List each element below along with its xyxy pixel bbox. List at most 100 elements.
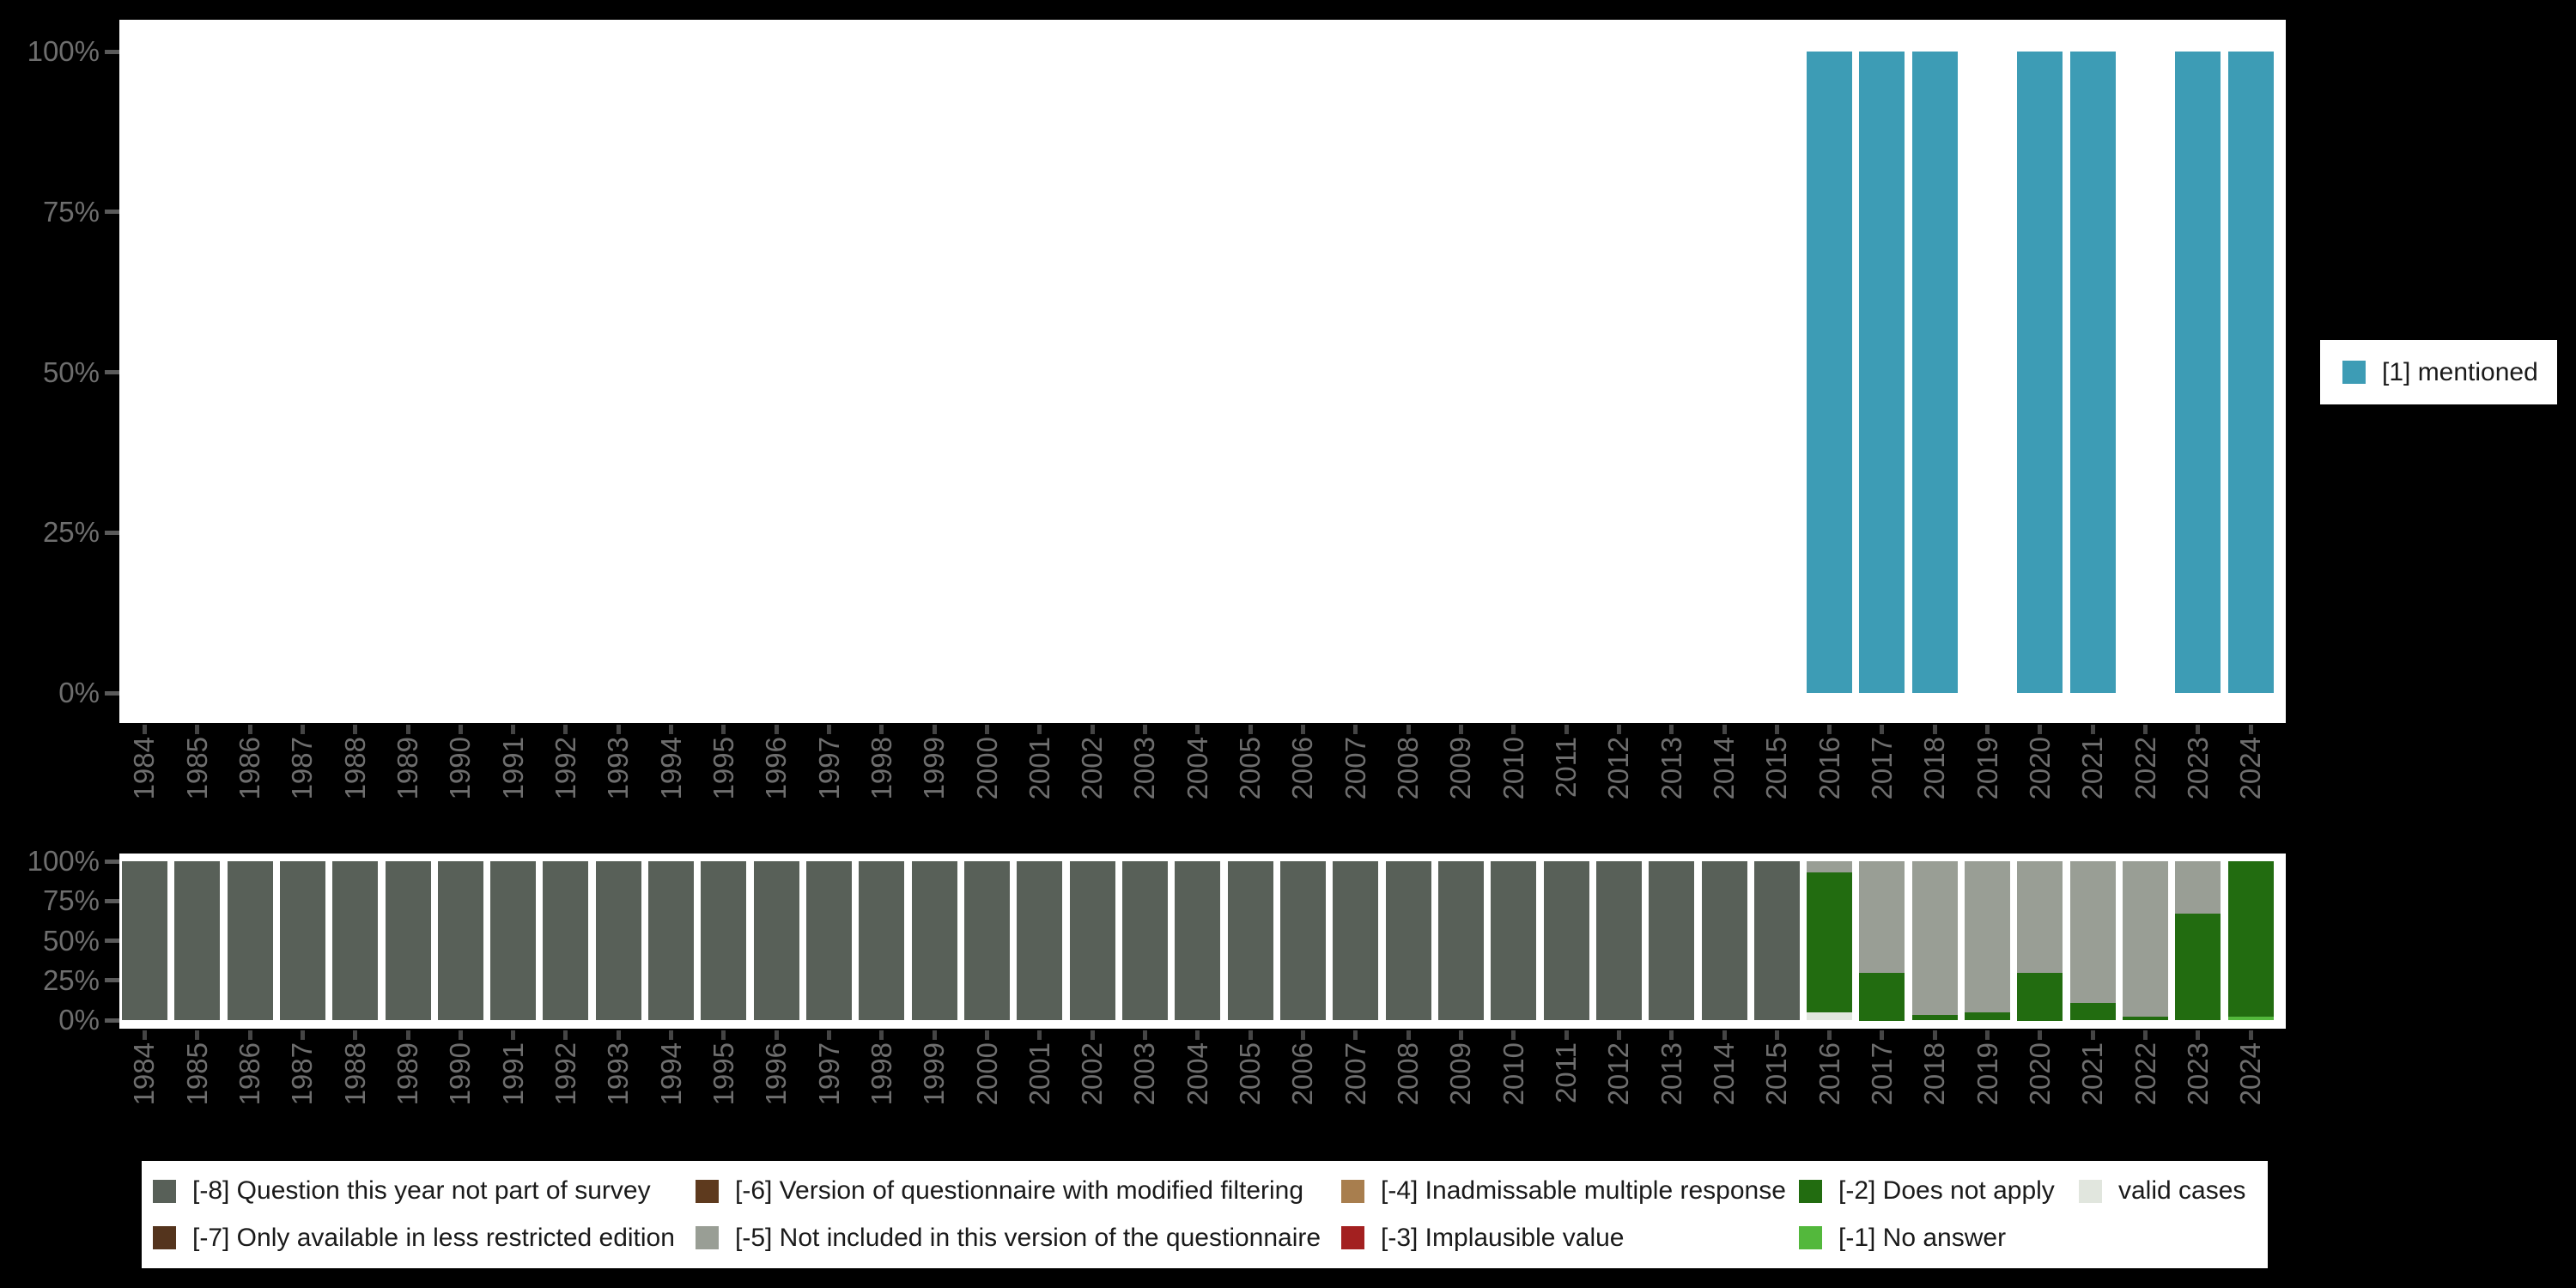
segment--5-2021	[2070, 861, 2116, 1003]
segment--8-2012	[1596, 861, 1642, 1020]
x-axis-label-2016: 2016	[1813, 737, 1845, 800]
legend-label--1: [-1] No answer	[1838, 1223, 2007, 1252]
x-axis-label-2012: 2012	[1602, 737, 1635, 800]
y-axis-label: 75%	[42, 195, 100, 228]
segment--8-1989	[386, 861, 431, 1020]
y-axis-tick	[105, 1018, 119, 1023]
x-axis-label-1985: 1985	[180, 737, 213, 800]
x-axis-label-2000: 2000	[970, 737, 1003, 800]
x-axis-label-2002: 2002	[1076, 737, 1109, 800]
y-axis-tick	[105, 49, 119, 54]
bar-mentioned-2020	[2017, 52, 2063, 693]
x-axis-label-1995: 1995	[707, 1042, 739, 1106]
legend-item--1: [-1] No answer	[1799, 1224, 2079, 1253]
x-axis-tick	[1248, 1030, 1253, 1040]
x-axis-label-2011: 2011	[1550, 737, 1583, 798]
legend-swatch-mentioned	[2342, 361, 2366, 384]
x-axis-tick	[774, 725, 779, 734]
x-axis-tick	[142, 1030, 147, 1040]
segment--8-1992	[543, 861, 588, 1020]
legend-swatch--7	[153, 1226, 176, 1250]
x-axis-label-1989: 1989	[392, 1042, 423, 1106]
x-axis-tick	[1248, 725, 1253, 734]
legend-swatch--1	[1799, 1226, 1822, 1250]
segment--8-2015	[1754, 861, 1800, 1020]
x-axis-tick	[879, 725, 884, 734]
x-axis-tick	[247, 725, 252, 734]
legend-swatch--2	[1799, 1179, 1822, 1203]
y-axis-label: 50%	[42, 924, 100, 957]
segment--2-2024	[2228, 861, 2274, 1017]
legend-label--6: [-6] Version of questionnaire with modif…	[735, 1176, 1304, 1206]
x-axis-tick	[1880, 725, 1885, 734]
x-axis-tick	[1722, 1030, 1727, 1040]
legend-item--2: [-2] Does not apply	[1799, 1176, 2079, 1206]
segment-valid-2016	[1807, 1012, 1852, 1020]
x-axis-tick	[985, 725, 990, 734]
x-axis-label-2010: 2010	[1497, 737, 1529, 800]
bar-mentioned-2023	[2175, 52, 2221, 693]
x-axis-tick	[1722, 725, 1727, 734]
x-axis-label-2008: 2008	[1392, 737, 1425, 800]
x-axis-label-2017: 2017	[1865, 737, 1898, 800]
x-axis-label-2019: 2019	[1971, 1042, 2003, 1106]
x-axis-label-1997: 1997	[812, 1042, 845, 1106]
segment--2-2016	[1807, 872, 1852, 1012]
x-axis-label-2005: 2005	[1234, 1042, 1267, 1106]
x-axis-label-1993: 1993	[602, 737, 635, 800]
y-axis-label: 25%	[42, 963, 100, 996]
x-axis-tick	[721, 725, 726, 734]
x-axis-label-1994: 1994	[654, 1042, 687, 1106]
segment--5-2018	[1912, 861, 1958, 1015]
x-axis-tick	[932, 725, 937, 734]
x-axis-tick	[1827, 1030, 1832, 1040]
segment--8-1987	[280, 861, 325, 1020]
x-axis-tick	[1669, 725, 1674, 734]
segment--8-1991	[490, 861, 536, 1020]
segment--8-2007	[1333, 861, 1378, 1020]
x-axis-label-2013: 2013	[1655, 737, 1687, 800]
y-axis-label: 75%	[42, 884, 100, 917]
legend-label--7: [-7] Only available in less restricted e…	[192, 1223, 675, 1252]
segment--2-2019	[1965, 1012, 2010, 1020]
x-axis-tick	[721, 1030, 726, 1040]
x-axis-tick	[2196, 725, 2201, 734]
x-axis-label-1988: 1988	[338, 737, 371, 800]
x-axis-tick	[1090, 725, 1095, 734]
segment--2-2022	[2123, 1017, 2168, 1020]
x-axis-tick	[1932, 725, 1937, 734]
x-axis-tick	[1827, 725, 1832, 734]
x-axis-tick	[2143, 725, 2148, 734]
x-axis-label-1993: 1993	[602, 1042, 635, 1106]
top-chart-panel	[119, 20, 2286, 723]
segment--8-1988	[332, 861, 378, 1020]
x-axis-tick	[1037, 1030, 1042, 1040]
legend-item-valid: valid cases	[2079, 1176, 2268, 1206]
y-axis-label: 0%	[58, 1004, 100, 1036]
x-axis-tick	[1353, 1030, 1358, 1040]
x-axis-label-2012: 2012	[1602, 1042, 1635, 1106]
segment--8-2008	[1386, 861, 1431, 1020]
legend-label--3: [-3] Implausible value	[1381, 1223, 1625, 1252]
y-axis-label: 25%	[42, 516, 100, 549]
x-axis-tick	[827, 725, 832, 734]
x-axis-label-2019: 2019	[1971, 737, 2003, 800]
x-axis-tick	[1090, 1030, 1095, 1040]
legend-swatch-valid	[2079, 1179, 2102, 1203]
legend-item-mentioned: [1] mentioned	[2342, 358, 2538, 387]
bar-mentioned-2018	[1912, 52, 1958, 693]
x-axis-tick	[2196, 1030, 2201, 1040]
x-axis-tick	[932, 1030, 937, 1040]
y-axis-tick	[105, 859, 119, 864]
x-axis-tick	[1774, 725, 1779, 734]
x-axis-tick	[2090, 725, 2095, 734]
legend-label-valid: valid cases	[2118, 1176, 2246, 1206]
x-axis-label-2008: 2008	[1392, 1042, 1425, 1106]
x-axis-label-2020: 2020	[2023, 1042, 2056, 1106]
bar-mentioned-2021	[2070, 52, 2116, 693]
y-axis-label: 100%	[27, 845, 100, 877]
segment--2-2021	[2070, 1003, 2116, 1020]
x-axis-label-1990: 1990	[444, 1042, 477, 1106]
legend-item--7: [-7] Only available in less restricted e…	[153, 1224, 696, 1253]
x-axis-tick	[2038, 1030, 2043, 1040]
